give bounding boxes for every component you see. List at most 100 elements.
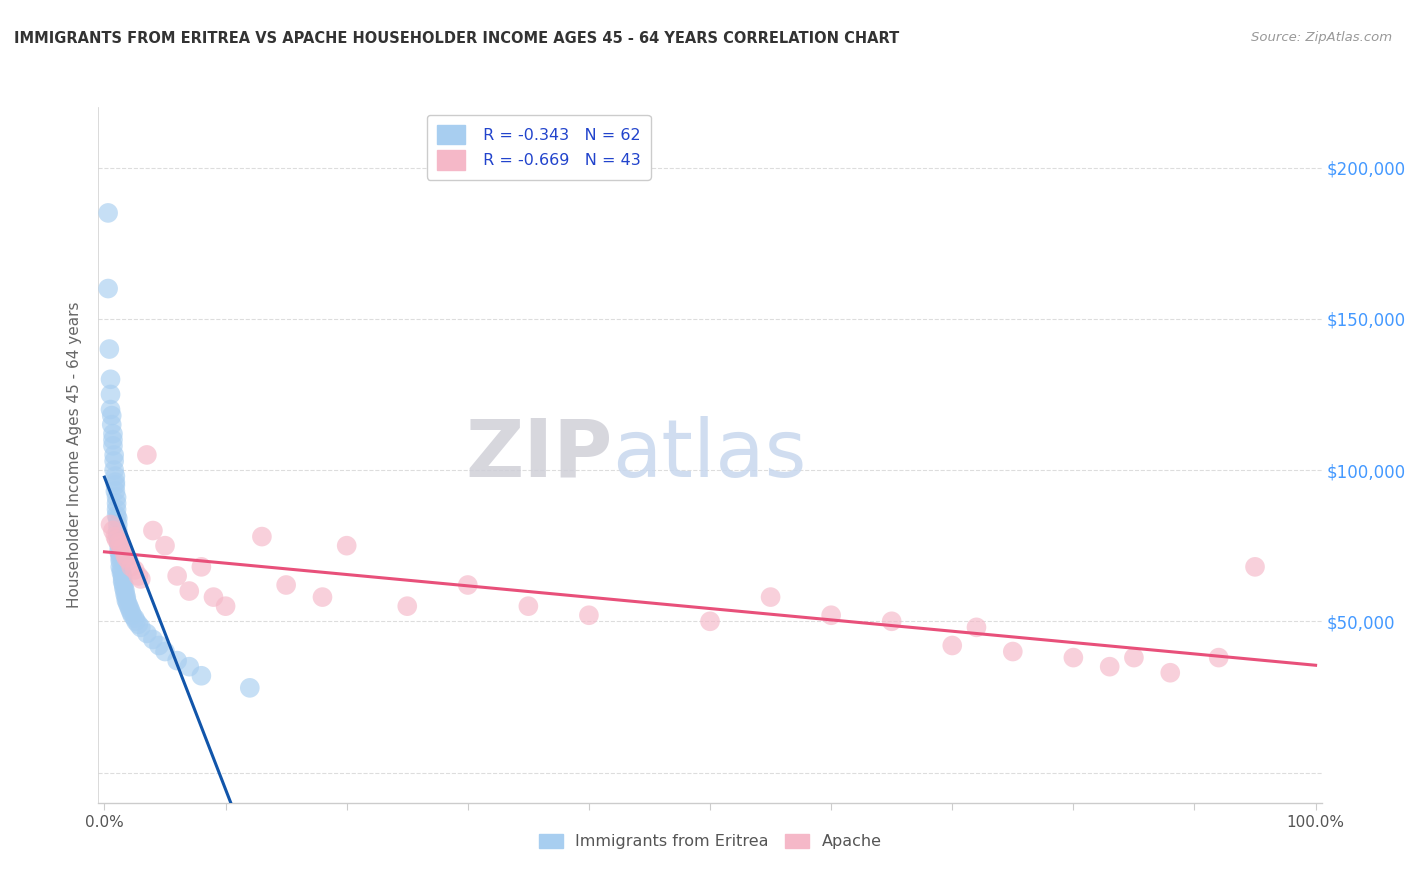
Point: [104, 469, 127, 483]
Point: [110, 559, 132, 574]
Point: [108, 545, 131, 559]
Legend: Immigrants from Eritrea, Apache: Immigrants from Eritrea, Apache: [530, 826, 890, 857]
Point: [179, 659, 201, 673]
Point: [110, 539, 132, 553]
Point: [1159, 665, 1181, 680]
Point: [101, 426, 124, 441]
Point: [1122, 650, 1144, 665]
Point: [111, 574, 134, 589]
Point: [127, 569, 149, 583]
Point: [117, 596, 139, 610]
Point: [153, 644, 176, 658]
Point: [103, 448, 125, 462]
Point: [112, 581, 135, 595]
Point: [100, 372, 122, 386]
Point: [103, 463, 125, 477]
Point: [101, 524, 124, 538]
Point: [396, 599, 419, 614]
Point: [239, 681, 262, 695]
Point: [105, 496, 128, 510]
Text: ZIP: ZIP: [465, 416, 612, 494]
Point: [97, 281, 120, 295]
Point: [142, 632, 165, 647]
Point: [820, 608, 842, 623]
Point: [214, 599, 236, 614]
Point: [276, 578, 298, 592]
Point: [100, 409, 122, 423]
Point: [100, 517, 122, 532]
Point: [105, 508, 128, 523]
Y-axis label: Householder Income Ages 45 - 64 years: Householder Income Ages 45 - 64 years: [67, 301, 83, 608]
Point: [202, 590, 225, 604]
Point: [107, 524, 129, 538]
Point: [104, 484, 127, 499]
Point: [110, 548, 132, 562]
Point: [1098, 659, 1121, 673]
Point: [966, 620, 988, 634]
Point: [1062, 650, 1084, 665]
Point: [166, 654, 188, 668]
Point: [941, 639, 963, 653]
Point: [110, 554, 132, 568]
Point: [129, 572, 152, 586]
Point: [100, 417, 122, 432]
Point: [311, 590, 333, 604]
Point: [98, 342, 121, 356]
Point: [115, 550, 138, 565]
Point: [124, 611, 146, 625]
Point: [105, 490, 128, 504]
Point: [110, 550, 132, 565]
Point: [100, 387, 122, 401]
Point: [108, 535, 131, 549]
Point: [759, 590, 782, 604]
Point: [112, 578, 135, 592]
Point: [190, 559, 212, 574]
Point: [125, 615, 148, 629]
Point: [108, 533, 131, 547]
Point: [108, 539, 131, 553]
Point: [336, 539, 359, 553]
Point: [104, 478, 127, 492]
Point: [179, 584, 201, 599]
Point: [120, 605, 142, 619]
Point: [153, 539, 176, 553]
Point: [101, 433, 124, 447]
Point: [135, 626, 157, 640]
Point: [135, 448, 157, 462]
Point: [880, 615, 903, 629]
Point: [1244, 559, 1267, 574]
Point: [105, 502, 128, 516]
Point: [97, 206, 120, 220]
Point: [578, 608, 600, 623]
Text: Source: ZipAtlas.com: Source: ZipAtlas.com: [1251, 31, 1392, 45]
Point: [114, 584, 136, 599]
Text: atlas: atlas: [612, 416, 807, 494]
Point: [166, 569, 188, 583]
Point: [118, 554, 141, 568]
Point: [120, 559, 142, 574]
Point: [148, 639, 170, 653]
Point: [250, 530, 273, 544]
Point: [1001, 644, 1024, 658]
Point: [121, 608, 143, 623]
Point: [107, 511, 129, 525]
Point: [108, 535, 131, 549]
Point: [115, 593, 138, 607]
Point: [142, 524, 165, 538]
Point: [457, 578, 479, 592]
Point: [1208, 650, 1230, 665]
Point: [111, 569, 134, 583]
Point: [107, 517, 129, 532]
Point: [105, 533, 128, 547]
Point: [129, 620, 152, 634]
Point: [110, 566, 132, 580]
Point: [111, 541, 134, 556]
Point: [111, 572, 134, 586]
Point: [118, 599, 141, 614]
Point: [104, 530, 127, 544]
Point: [107, 530, 129, 544]
Point: [104, 475, 127, 490]
Point: [517, 599, 540, 614]
Point: [100, 402, 122, 417]
Point: [118, 602, 141, 616]
